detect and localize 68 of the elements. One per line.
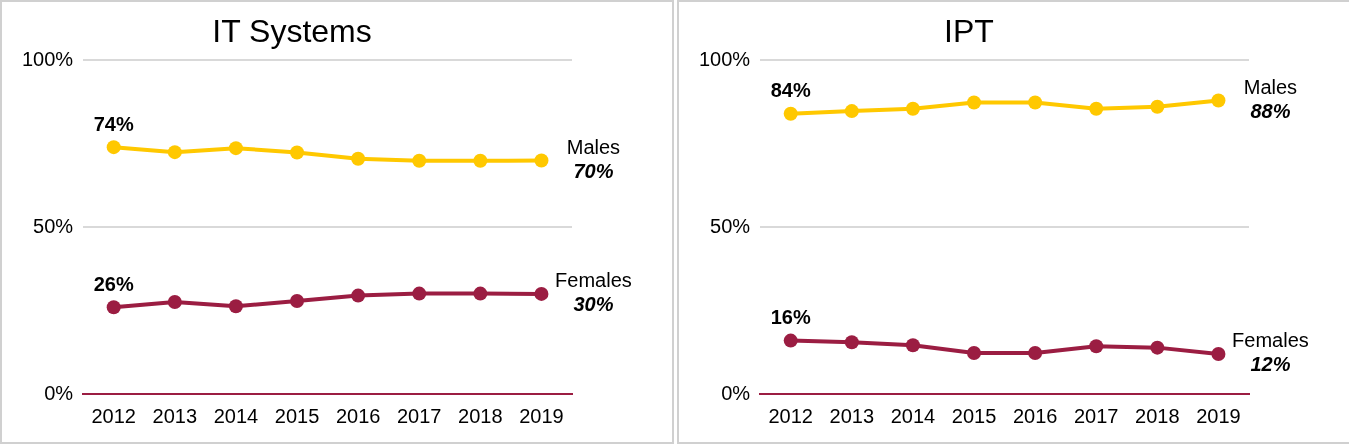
point bbox=[228, 141, 243, 156]
x-tick-label: 2015 bbox=[274, 404, 320, 427]
point bbox=[844, 104, 859, 119]
y-tick-label: 0% bbox=[721, 381, 751, 404]
data-label: 84% bbox=[770, 79, 811, 102]
point bbox=[1089, 101, 1104, 116]
y-tick-label: 100% bbox=[699, 47, 751, 70]
data-label: 30% bbox=[573, 293, 614, 316]
data-label: 88% bbox=[1250, 99, 1291, 122]
point bbox=[1089, 339, 1104, 354]
x-tick-label: 2017 bbox=[1073, 404, 1119, 427]
point bbox=[783, 106, 798, 121]
x-tick-label: 2019 bbox=[519, 404, 564, 427]
x-tick-label: 2012 bbox=[91, 404, 136, 427]
point bbox=[783, 333, 798, 348]
x-tick-label: 2013 bbox=[829, 404, 875, 427]
series-label: Females bbox=[1232, 329, 1309, 352]
x-tick-label: 2017 bbox=[396, 404, 442, 427]
data-label: 16% bbox=[770, 306, 811, 329]
point bbox=[534, 286, 549, 301]
data-label: 26% bbox=[93, 272, 134, 295]
point bbox=[905, 338, 920, 353]
point bbox=[967, 345, 982, 360]
point bbox=[167, 294, 182, 309]
point bbox=[1150, 99, 1165, 114]
series-label: Males bbox=[566, 136, 621, 158]
point bbox=[167, 145, 182, 160]
point bbox=[905, 101, 920, 116]
point bbox=[412, 286, 427, 301]
chart-title: IPT bbox=[944, 13, 994, 50]
point bbox=[412, 153, 427, 168]
point bbox=[534, 153, 549, 168]
series-label: Females bbox=[555, 269, 632, 292]
x-tick-label: 2019 bbox=[1196, 404, 1241, 427]
point bbox=[844, 335, 859, 350]
x-tick-label: 2014 bbox=[213, 404, 259, 427]
point bbox=[473, 153, 488, 168]
point bbox=[228, 299, 243, 314]
point bbox=[1150, 340, 1165, 355]
point bbox=[1028, 95, 1043, 110]
point bbox=[351, 288, 366, 303]
series-label: Males bbox=[1243, 75, 1298, 98]
point bbox=[290, 145, 305, 160]
x-tick-label: 2018 bbox=[458, 404, 503, 427]
point bbox=[351, 151, 366, 166]
point bbox=[290, 293, 305, 308]
x-tick-label: 2014 bbox=[890, 404, 936, 427]
x-tick-label: 2012 bbox=[768, 404, 813, 427]
data-label: 12% bbox=[1250, 353, 1291, 376]
data-label: 70% bbox=[573, 160, 614, 182]
point bbox=[1211, 93, 1226, 108]
chart-title: IT Systems bbox=[212, 13, 372, 50]
y-tick-label: 50% bbox=[710, 214, 751, 237]
x-tick-label: 2015 bbox=[951, 404, 997, 427]
x-tick-label: 2016 bbox=[1012, 404, 1058, 427]
y-tick-label: 50% bbox=[33, 214, 74, 237]
y-tick-label: 100% bbox=[22, 47, 74, 70]
x-tick-label: 2016 bbox=[335, 404, 381, 427]
point bbox=[1028, 345, 1043, 360]
data-label: 74% bbox=[93, 112, 134, 135]
point bbox=[106, 140, 121, 155]
x-tick-label: 2013 bbox=[152, 404, 198, 427]
x-tick-label: 2018 bbox=[1135, 404, 1180, 427]
point bbox=[106, 300, 121, 315]
y-tick-label: 0% bbox=[44, 381, 74, 404]
point bbox=[473, 286, 488, 301]
point bbox=[967, 95, 982, 110]
point bbox=[1211, 346, 1226, 361]
